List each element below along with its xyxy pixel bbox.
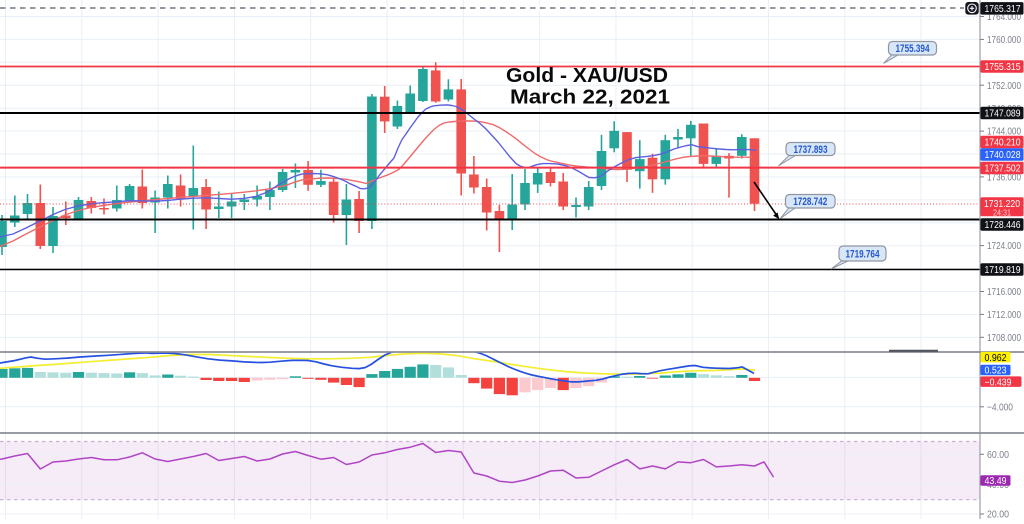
svg-text:1708.000: 1708.000: [987, 332, 1021, 344]
svg-text:1755.394: 1755.394: [896, 43, 930, 55]
svg-text:1712.000: 1712.000: [987, 309, 1021, 321]
svg-text:43.49: 43.49: [985, 476, 1007, 487]
svg-text:1719.764: 1719.764: [846, 248, 880, 260]
svg-text:1736.000: 1736.000: [987, 172, 1021, 184]
svg-text:1744.000: 1744.000: [987, 126, 1021, 138]
svg-text:−4.000: −4.000: [987, 401, 1013, 413]
svg-text:1728.742: 1728.742: [793, 196, 827, 208]
svg-text:1765.317: 1765.317: [985, 4, 1021, 15]
svg-text:−0.439: −0.439: [985, 377, 1012, 388]
svg-text:1719.819: 1719.819: [985, 265, 1021, 276]
svg-text:March 22, 2021: March 22, 2021: [510, 86, 670, 109]
svg-text:24:31: 24:31: [993, 207, 1011, 217]
svg-text:1755.315: 1755.315: [985, 62, 1021, 73]
svg-text:1740.210: 1740.210: [985, 138, 1021, 149]
svg-text:0.962: 0.962: [985, 353, 1007, 364]
svg-text:0.523: 0.523: [985, 366, 1007, 377]
svg-text:20.00: 20.00: [987, 509, 1009, 519]
svg-text:60.00: 60.00: [987, 449, 1009, 461]
svg-text:1728.446: 1728.446: [985, 220, 1021, 231]
svg-text:1752.000: 1752.000: [987, 80, 1021, 92]
svg-text:1716.000: 1716.000: [987, 286, 1021, 298]
svg-text:1760.000: 1760.000: [987, 34, 1021, 46]
svg-text:1724.000: 1724.000: [987, 240, 1021, 252]
svg-text:1737.502: 1737.502: [985, 164, 1021, 175]
svg-text:1737.893: 1737.893: [794, 144, 828, 156]
svg-text:Gold - XAU/USD: Gold - XAU/USD: [506, 64, 668, 87]
svg-text:1747.089: 1747.089: [985, 109, 1021, 120]
svg-text:1731.220: 1731.220: [984, 199, 1020, 210]
svg-text:1740.028: 1740.028: [985, 150, 1021, 161]
